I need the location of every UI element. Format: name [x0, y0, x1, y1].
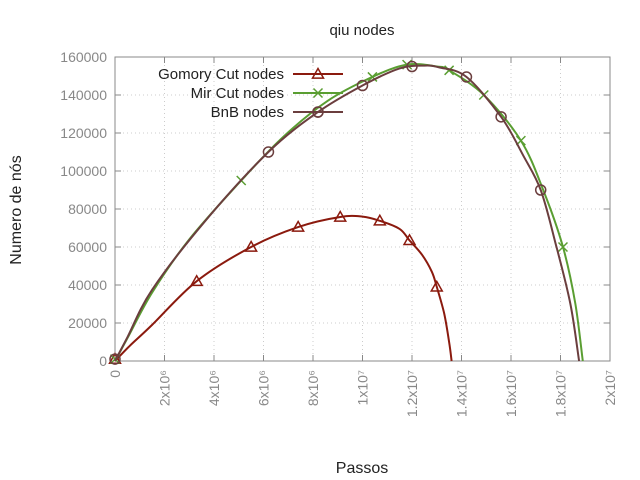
legend-marker-bnb-nodes — [312, 106, 324, 118]
data-point-gomory-cut-nodes — [373, 213, 387, 226]
x-tick-label: 1.2x10⁷ — [404, 370, 420, 417]
x-tick-label: 4x10⁶ — [206, 370, 222, 406]
series-line-bnb-nodes — [114, 64, 581, 362]
data-point-gomory-cut-nodes — [189, 274, 204, 287]
series — [108, 59, 584, 365]
legend-marker-mir-cut-nodes — [312, 87, 324, 99]
axes: 0 20000 40000 60000 80000 100000 120000 140000 1… — [60, 49, 618, 417]
y-tick-label: 0 — [99, 353, 107, 369]
x-tick-label: 0 — [107, 370, 123, 378]
data-point-gomory-cut-nodes — [108, 352, 122, 364]
series-line-gomory-cut-nodes — [114, 214, 453, 362]
data-point-gomory-cut-nodes — [244, 239, 258, 252]
x-tick-label: 1.6x10⁷ — [503, 370, 519, 417]
y-tick-label: 120000 — [60, 125, 107, 141]
y-tick-label: 140000 — [60, 87, 107, 103]
data-point-bnb-nodes — [356, 79, 369, 92]
data-point-mir-cut-nodes-stroke — [367, 71, 378, 82]
legend-label-mir-cut-nodes: Mir Cut nodes — [191, 85, 284, 102]
legend: Gomory Cut nodes Mir Cut nodes BnB nodes — [158, 66, 343, 121]
x-tick-label: 2x10⁷ — [602, 370, 618, 405]
data-point-bnb-nodes — [534, 184, 547, 196]
data-point-bnb-nodes — [460, 71, 473, 83]
data-point-mir-cut-nodes-stroke — [557, 241, 569, 253]
data-point-bnb-nodes — [109, 353, 121, 365]
data-point-bnb-nodes — [406, 60, 418, 73]
legend-label-gomory-cut-nodes: Gomory Cut nodes — [158, 66, 284, 83]
x-tick-label: 1.8x10⁷ — [553, 370, 569, 417]
x-tick-label: 8x10⁶ — [305, 370, 321, 406]
grid — [115, 57, 610, 361]
y-tick-label: 100000 — [60, 163, 107, 179]
chart-title: qiu nodes — [329, 22, 394, 39]
y-tick-label: 20000 — [68, 315, 107, 331]
y-tick-label: 60000 — [68, 239, 107, 255]
y-tick-label: 160000 — [60, 49, 107, 65]
series-bnb-nodes — [109, 60, 581, 365]
data-point-gomory-cut-nodes — [333, 209, 348, 222]
data-point-bnb-nodes — [262, 146, 275, 158]
series-line-mir-cut-nodes — [114, 63, 584, 362]
data-point-mir-cut-nodes — [367, 71, 378, 82]
data-point-gomory-cut-nodes — [429, 279, 444, 292]
legend-label-bnb-nodes: BnB nodes — [211, 104, 284, 121]
data-point-gomory-cut-nodes — [291, 220, 305, 232]
y-tick-label: 80000 — [68, 201, 107, 217]
y-axis-label: Numero de nós — [8, 155, 25, 264]
x-tick-label: 6x10⁶ — [256, 370, 272, 406]
x-tick-label: 1.4x10⁷ — [454, 370, 470, 417]
data-point-gomory-cut-nodes — [402, 233, 417, 246]
series-gomory-cut-nodes — [108, 209, 453, 364]
data-point-mir-cut-nodes — [557, 241, 569, 253]
x-tick-label: 1x10⁷ — [355, 370, 371, 405]
series-mir-cut-nodes — [109, 59, 584, 365]
x-axis-label: Passos — [336, 460, 388, 477]
x-tick-label: 2x10⁶ — [157, 370, 173, 406]
data-point-bnb-nodes — [495, 111, 507, 123]
legend-marker-mir-cut-nodes-stroke — [312, 87, 324, 99]
legend-marker-gomory-cut-nodes — [311, 66, 325, 79]
y-tick-label: 40000 — [68, 277, 107, 293]
